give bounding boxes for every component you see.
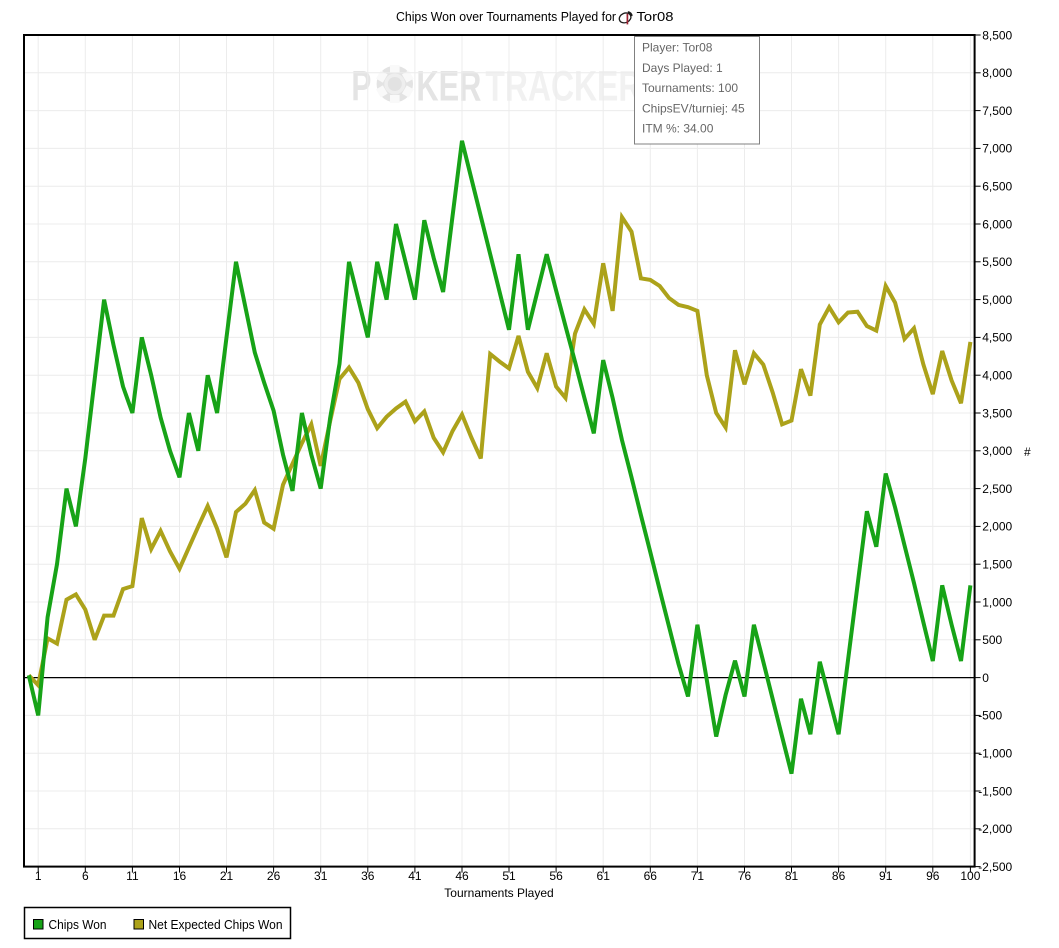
svg-text:Chips Won: Chips Won <box>49 917 107 932</box>
svg-text:5,000: 5,000 <box>982 293 1012 307</box>
svg-text:Tournaments Played: Tournaments Played <box>444 886 553 900</box>
svg-text:8,000: 8,000 <box>982 66 1012 80</box>
svg-text:500: 500 <box>982 633 1002 647</box>
svg-text:KER: KER <box>416 63 481 111</box>
svg-text:91: 91 <box>879 869 893 883</box>
svg-text:3,500: 3,500 <box>982 406 1012 420</box>
svg-text:76: 76 <box>738 869 752 883</box>
svg-text:-1,500: -1,500 <box>978 784 1012 798</box>
svg-text:6,000: 6,000 <box>982 217 1012 231</box>
svg-text:11: 11 <box>126 869 139 883</box>
svg-text:-1,000: -1,000 <box>978 747 1012 761</box>
svg-text:P: P <box>351 63 371 111</box>
svg-text:86: 86 <box>832 869 846 883</box>
svg-text:3,000: 3,000 <box>982 444 1012 458</box>
svg-text:8,500: 8,500 <box>982 28 1012 42</box>
svg-text:66: 66 <box>644 869 658 883</box>
svg-text:Chips Won over Tournaments Pla: Chips Won over Tournaments Played for <box>396 9 617 24</box>
svg-text:Tournaments: 100: Tournaments: 100 <box>642 81 738 95</box>
svg-text:ChipsEV/turniej: 45: ChipsEV/turniej: 45 <box>642 101 745 115</box>
svg-text:4,000: 4,000 <box>982 369 1012 383</box>
svg-text:71: 71 <box>691 869 705 883</box>
svg-text:-2,500: -2,500 <box>978 860 1012 874</box>
svg-text:26: 26 <box>267 869 281 883</box>
svg-text:81: 81 <box>785 869 799 883</box>
svg-text:Tor08: Tor08 <box>637 9 674 24</box>
svg-text:7,000: 7,000 <box>982 142 1012 156</box>
svg-text:-500: -500 <box>978 709 1002 723</box>
svg-text:1: 1 <box>35 869 42 883</box>
svg-text:96: 96 <box>926 869 940 883</box>
svg-text:41: 41 <box>408 869 422 883</box>
svg-text:100: 100 <box>960 869 980 883</box>
svg-text:61: 61 <box>597 869 611 883</box>
svg-text:2,000: 2,000 <box>982 520 1012 534</box>
svg-text:1,000: 1,000 <box>982 595 1012 609</box>
svg-text:46: 46 <box>455 869 469 883</box>
svg-text:6: 6 <box>82 869 89 883</box>
svg-text:-2,000: -2,000 <box>978 822 1012 836</box>
svg-text:7,500: 7,500 <box>982 104 1012 118</box>
svg-text:6,500: 6,500 <box>982 180 1012 194</box>
svg-text:56: 56 <box>549 869 563 883</box>
svg-text:Player: Tor08: Player: Tor08 <box>642 41 713 55</box>
svg-text:5,500: 5,500 <box>982 255 1012 269</box>
svg-text:Net Expected Chips Won: Net Expected Chips Won <box>149 917 283 932</box>
svg-text:16: 16 <box>173 869 187 883</box>
svg-text:36: 36 <box>361 869 375 883</box>
svg-text:4,500: 4,500 <box>982 331 1012 345</box>
svg-text:1,500: 1,500 <box>982 558 1012 572</box>
svg-text:#: # <box>1024 445 1031 459</box>
svg-text:0: 0 <box>982 671 989 685</box>
svg-text:ITM %: 34.00: ITM %: 34.00 <box>642 122 714 136</box>
svg-text:TRACKER: TRACKER <box>485 63 641 111</box>
svg-text:21: 21 <box>220 869 234 883</box>
svg-text:2,500: 2,500 <box>982 482 1012 496</box>
svg-text:Days Played: 1: Days Played: 1 <box>642 61 723 75</box>
svg-text:31: 31 <box>314 869 328 883</box>
svg-text:51: 51 <box>502 869 516 883</box>
